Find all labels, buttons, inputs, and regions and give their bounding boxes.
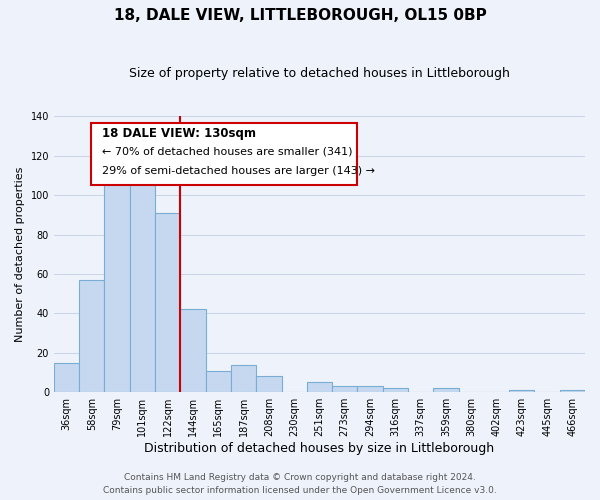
Text: Contains HM Land Registry data © Crown copyright and database right 2024.
Contai: Contains HM Land Registry data © Crown c…	[103, 473, 497, 495]
Bar	[155, 213, 181, 392]
Bar	[256, 376, 281, 392]
Text: 29% of semi-detached houses are larger (143) →: 29% of semi-detached houses are larger (…	[102, 166, 375, 176]
Bar	[358, 386, 383, 392]
Text: 18, DALE VIEW, LITTLEBOROUGH, OL15 0BP: 18, DALE VIEW, LITTLEBOROUGH, OL15 0BP	[113, 8, 487, 22]
Title: Size of property relative to detached houses in Littleborough: Size of property relative to detached ho…	[129, 68, 510, 80]
Bar	[54, 362, 79, 392]
Bar	[231, 364, 256, 392]
Bar	[332, 386, 358, 392]
Bar	[383, 388, 408, 392]
Y-axis label: Number of detached properties: Number of detached properties	[15, 166, 25, 342]
Bar	[560, 390, 585, 392]
Bar	[433, 388, 458, 392]
Text: 18 DALE VIEW: 130sqm: 18 DALE VIEW: 130sqm	[102, 128, 256, 140]
FancyBboxPatch shape	[91, 124, 356, 186]
Bar	[181, 310, 206, 392]
Bar	[104, 168, 130, 392]
X-axis label: Distribution of detached houses by size in Littleborough: Distribution of detached houses by size …	[145, 442, 494, 455]
Text: ← 70% of detached houses are smaller (341): ← 70% of detached houses are smaller (34…	[102, 147, 352, 157]
Bar	[206, 370, 231, 392]
Bar	[79, 280, 104, 392]
Bar	[509, 390, 535, 392]
Bar	[307, 382, 332, 392]
Bar	[130, 160, 155, 392]
